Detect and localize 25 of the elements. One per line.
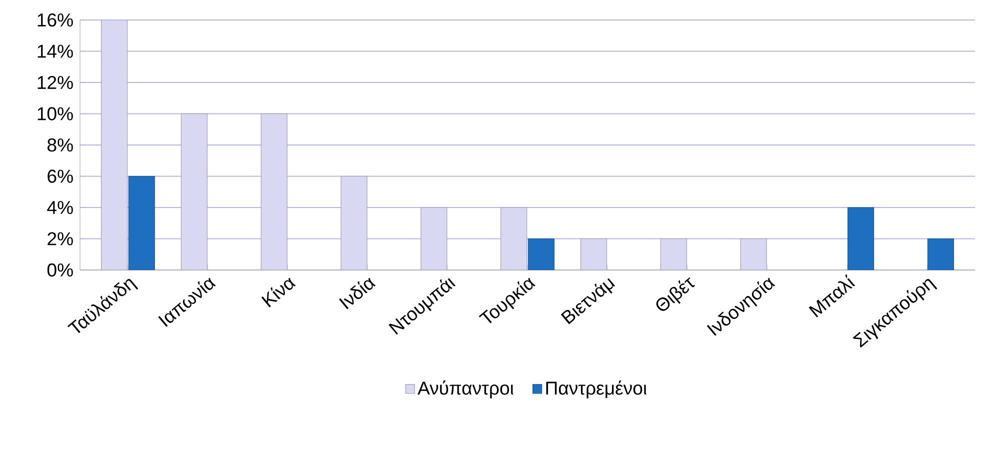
y-tick-label: 14% [38, 44, 73, 58]
y-tick-label: 0% [47, 263, 73, 277]
bar [260, 113, 288, 270]
bar [927, 238, 954, 270]
bar [340, 176, 368, 270]
bar [101, 20, 128, 270]
y-tick-label: 4% [47, 200, 73, 214]
x-tick-label: Κίνα [261, 278, 296, 308]
y-tick-label: 12% [38, 76, 73, 90]
y-tick-label: 8% [48, 138, 73, 152]
y-tick-label: 6% [48, 170, 73, 183]
bar [500, 207, 528, 270]
bar [740, 238, 767, 270]
bar [660, 238, 687, 270]
bar [580, 238, 608, 270]
y-tick-label: 10% [38, 107, 73, 120]
y-tick-label: 16% [38, 13, 73, 27]
bar [128, 176, 155, 270]
y-tick-label: 2% [48, 232, 73, 246]
bar [528, 238, 554, 270]
bar [848, 207, 874, 270]
legend-label: Παντρεμένοι [546, 380, 647, 398]
bar [180, 113, 208, 270]
bar [420, 207, 448, 270]
legend-label: Ανύπαντροι [418, 380, 514, 398]
